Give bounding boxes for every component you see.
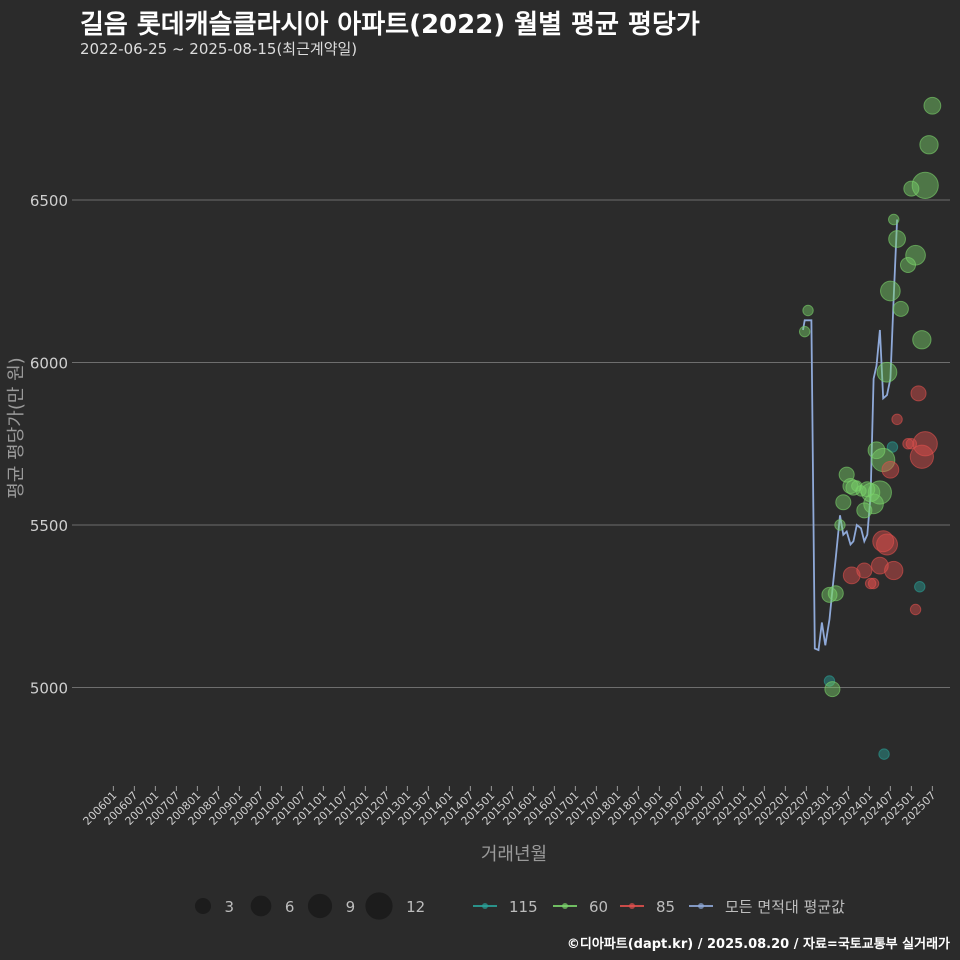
data-point-115 bbox=[878, 748, 890, 760]
data-point-85 bbox=[856, 562, 873, 579]
average-line-group bbox=[802, 219, 898, 652]
data-point-85 bbox=[876, 533, 898, 556]
y-tick-label: 6000 bbox=[30, 355, 68, 373]
legend-series-label: 85 bbox=[656, 898, 675, 916]
legend-size-label: 9 bbox=[346, 898, 356, 916]
legend-size-label: 12 bbox=[406, 898, 425, 916]
data-point-85 bbox=[909, 444, 934, 469]
y-tick-labels: 5000 5500 6000 6500 bbox=[30, 192, 68, 698]
data-point-60 bbox=[827, 585, 844, 602]
data-point-85 bbox=[884, 560, 904, 581]
x-tick-labels: 2006012006072007012007072008012008072009… bbox=[81, 786, 938, 828]
y-tick-label: 5500 bbox=[30, 517, 68, 535]
scatter-points bbox=[798, 96, 942, 760]
legend-size-label: 6 bbox=[285, 898, 295, 916]
legend-series-dot bbox=[629, 903, 635, 909]
data-point-60 bbox=[888, 213, 900, 226]
data-point-85 bbox=[910, 385, 927, 402]
data-point-60 bbox=[876, 361, 898, 383]
legend-size-symbol bbox=[250, 895, 272, 917]
data-point-60 bbox=[821, 586, 838, 603]
data-point-85 bbox=[872, 530, 895, 553]
data-point-60 bbox=[888, 230, 906, 248]
y-tick-label: 5000 bbox=[30, 680, 68, 698]
legend-size-symbol bbox=[365, 892, 393, 920]
data-point-60 bbox=[856, 502, 873, 519]
legend-size-symbol bbox=[194, 897, 212, 915]
data-point-60 bbox=[880, 280, 901, 302]
data-point-60 bbox=[905, 244, 926, 266]
data-point-60 bbox=[919, 135, 939, 155]
data-point-60 bbox=[802, 304, 814, 317]
data-point-60 bbox=[871, 447, 896, 473]
data-point-60 bbox=[867, 480, 892, 505]
data-point-60 bbox=[798, 325, 811, 338]
legend-series-dot bbox=[482, 903, 488, 909]
chart-subtitle: 2022-06-25 ~ 2025-08-15(최근계약일) bbox=[80, 40, 358, 58]
data-point-85 bbox=[867, 577, 880, 590]
data-point-85 bbox=[864, 577, 877, 590]
data-point-85 bbox=[870, 556, 889, 575]
data-point-60 bbox=[834, 519, 846, 531]
legend-size-symbol bbox=[307, 893, 333, 919]
data-point-60 bbox=[892, 300, 909, 317]
data-point-60 bbox=[912, 330, 932, 350]
legend-series-dot bbox=[698, 903, 704, 909]
data-point-60 bbox=[923, 96, 942, 115]
legend: 3 6 9 12 115 60 85 모든 면적대 평균값 bbox=[194, 892, 845, 920]
average-line bbox=[802, 219, 898, 652]
data-point-60 bbox=[824, 681, 841, 698]
chart-title: 길음 롯데캐슬클라시아 아파트(2022) 월별 평균 평당가 bbox=[80, 10, 700, 40]
data-point-60 bbox=[842, 477, 859, 495]
data-point-85 bbox=[891, 413, 903, 426]
legend-series-dot bbox=[562, 903, 568, 909]
data-point-60 bbox=[835, 494, 852, 511]
y-tick-label: 6500 bbox=[30, 192, 68, 210]
legend-size-label: 3 bbox=[225, 898, 235, 916]
legend-series-label: 60 bbox=[589, 898, 608, 916]
data-point-115 bbox=[914, 581, 926, 593]
x-axis-label: 거래년월 bbox=[481, 844, 547, 865]
data-point-85 bbox=[842, 566, 861, 585]
data-point-60 bbox=[911, 171, 939, 199]
y-axis-label: 평균 평당가(만 원) bbox=[6, 357, 27, 498]
data-point-85 bbox=[881, 460, 900, 479]
data-point-85 bbox=[909, 603, 922, 616]
data-point-85 bbox=[905, 438, 918, 450]
gridlines bbox=[72, 199, 950, 688]
legend-series-label: 115 bbox=[509, 898, 538, 916]
source-caption: ©디아파트(dapt.kr) / 2025.08.20 / 자료=국토교통부 실… bbox=[566, 937, 950, 952]
data-point-60 bbox=[903, 180, 920, 197]
legend-series-label: 모든 면적대 평균값 bbox=[725, 898, 845, 916]
